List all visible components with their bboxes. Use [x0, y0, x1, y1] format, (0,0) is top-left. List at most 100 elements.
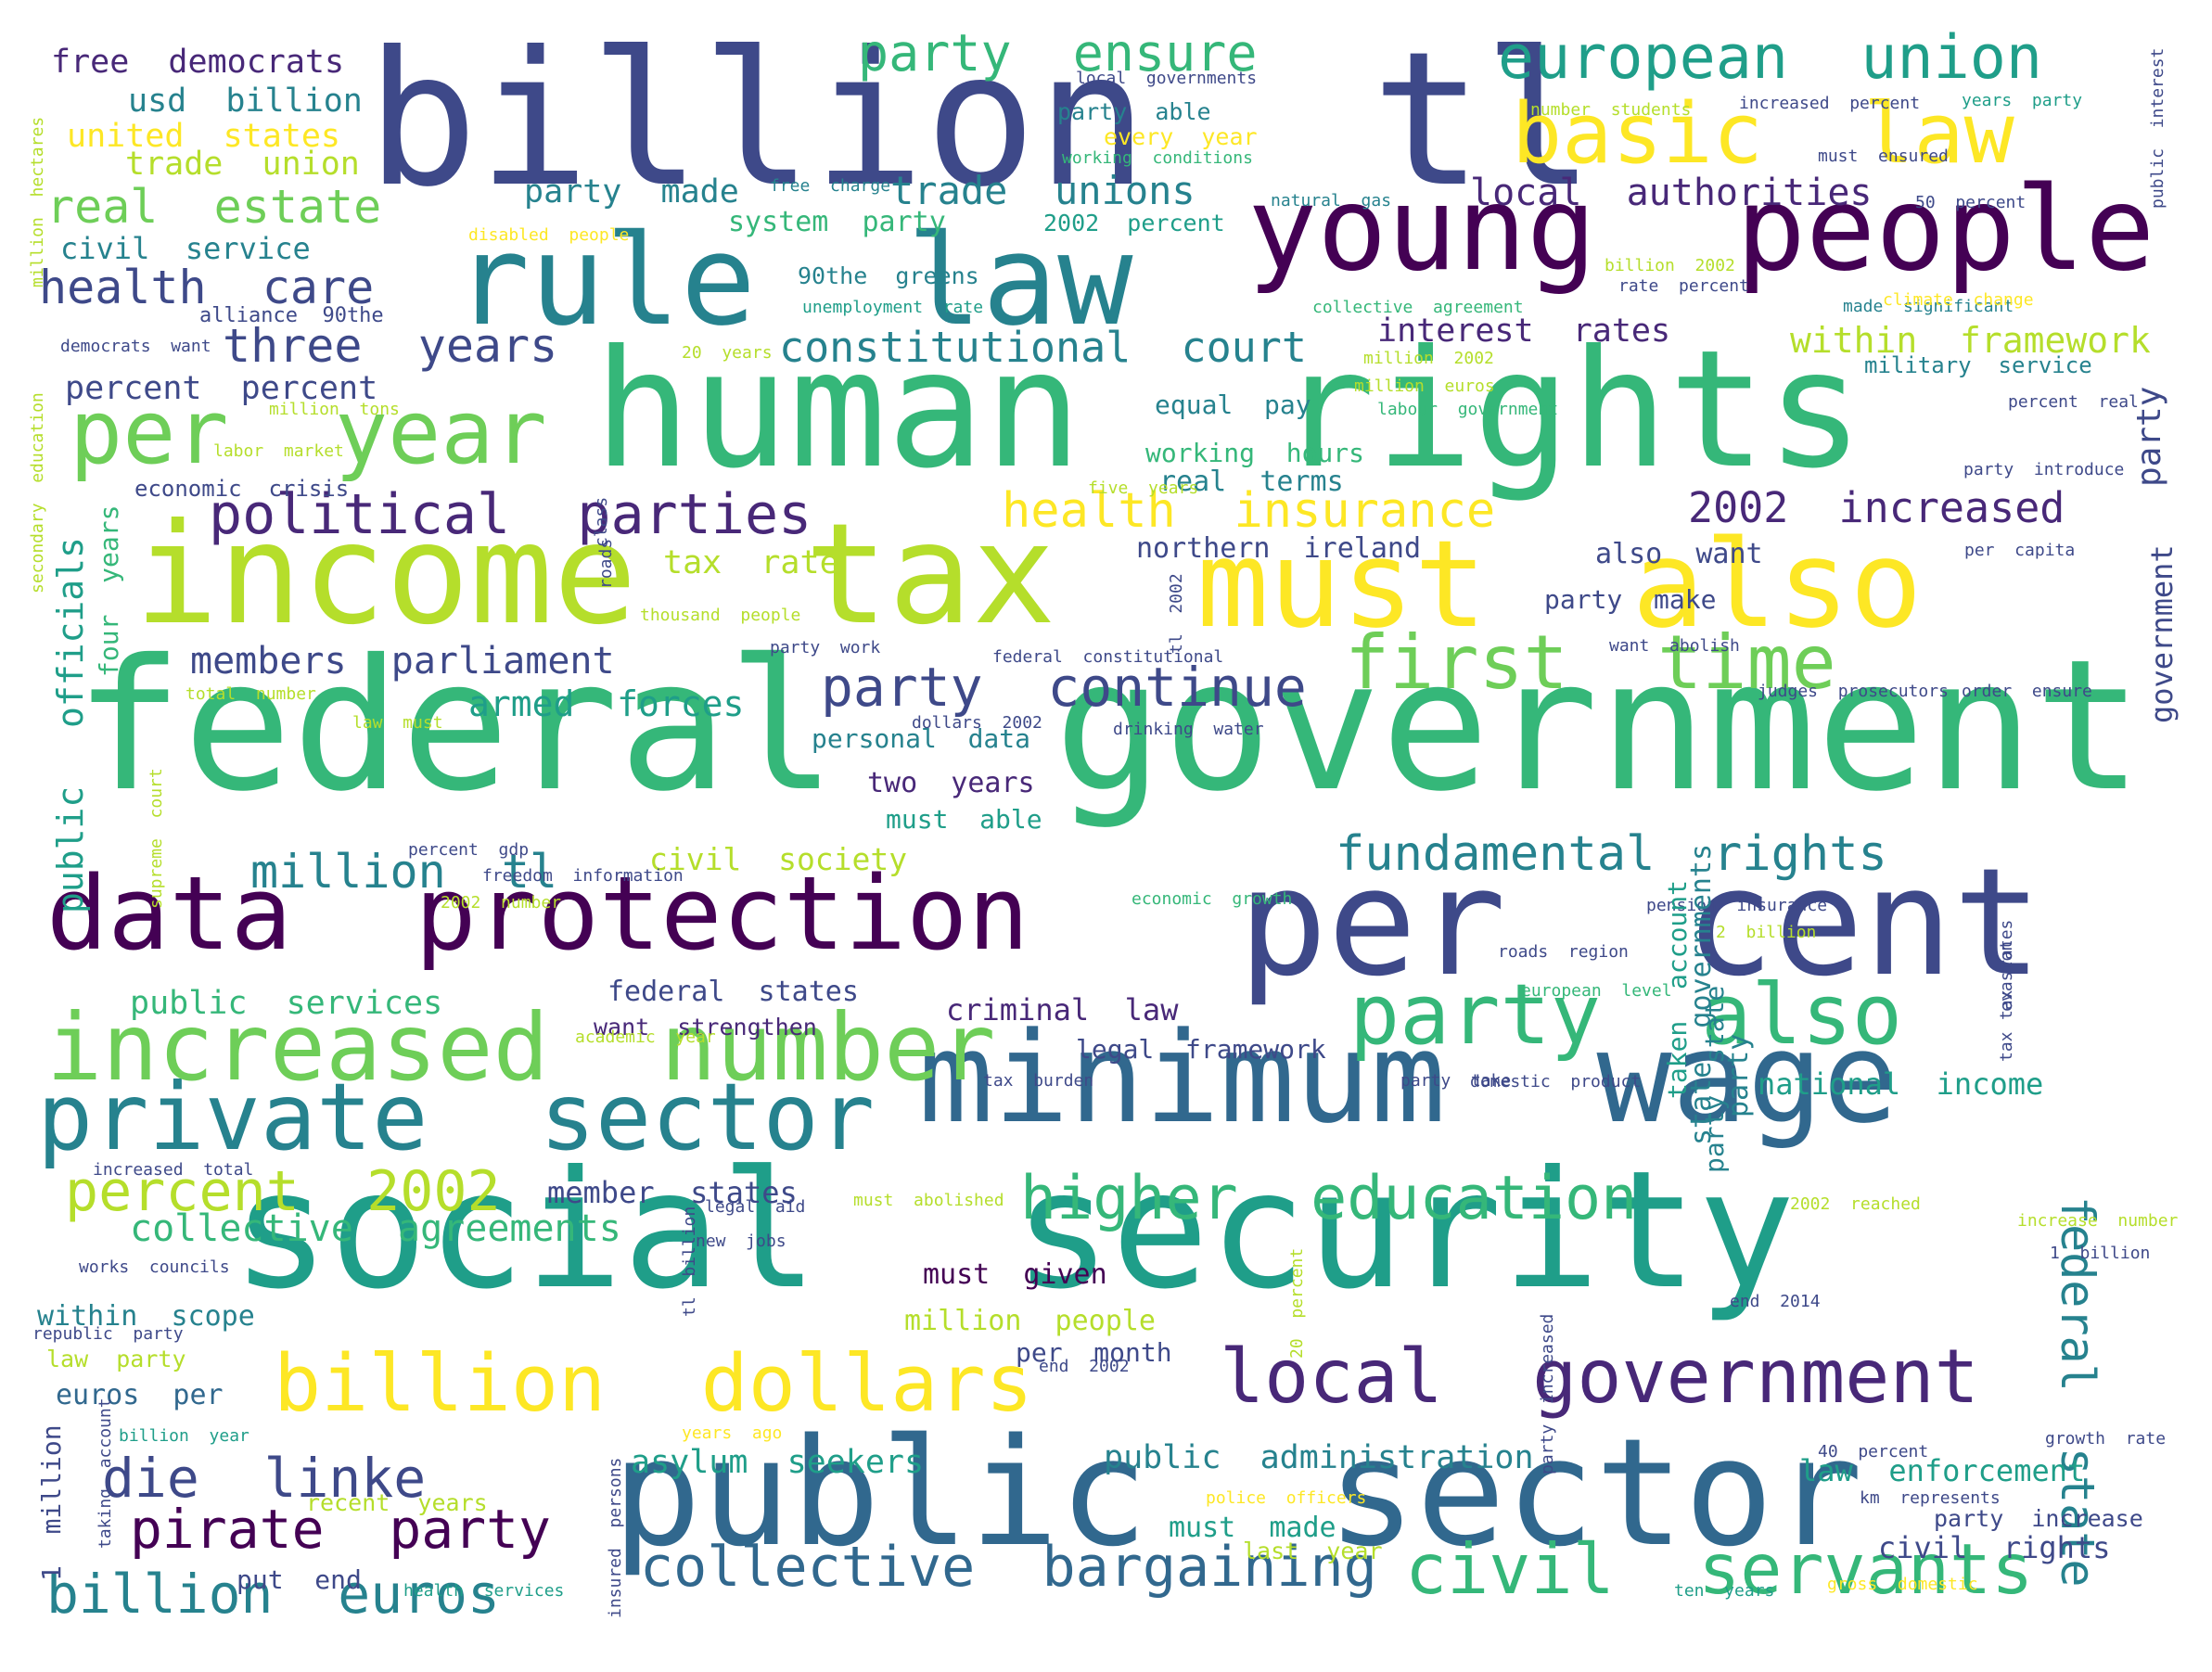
- word-public-administration: public administration: [1104, 1439, 1534, 1476]
- word-system-party: system party: [728, 206, 946, 238]
- word-civil-service: civil service: [60, 231, 311, 266]
- word-economic-growth: economic growth: [1132, 889, 1293, 909]
- word-unemployment-rate: unemployment rate: [802, 298, 984, 317]
- word-number-students: number students: [1530, 100, 1692, 120]
- word-federal-constitutional: federal constitutional: [992, 647, 1224, 667]
- word-local-government: local government: [1220, 1334, 1979, 1420]
- word-million-people: million people: [904, 1305, 1156, 1337]
- word-local-governments: local governments: [1076, 69, 1258, 88]
- word-90the-greens: 90the greens: [798, 262, 979, 289]
- word-two-years: two years: [867, 767, 1035, 799]
- word-dollars-2002: dollars 2002: [912, 713, 1042, 733]
- word-health-services: health services: [403, 1581, 565, 1601]
- word-income-tax: income tax: [134, 494, 1056, 656]
- word-50-percent: 50 percent: [1915, 193, 2027, 212]
- word-academic-year: academic year: [575, 1027, 716, 1047]
- word-increase-number: increase number: [2017, 1211, 2179, 1231]
- word-end-2002: end 2002: [1039, 1357, 1130, 1376]
- word-northern-ireland: northern ireland: [1136, 532, 1422, 565]
- word-per-year: per year: [70, 382, 547, 484]
- word-young-people: young people: [1247, 162, 2155, 297]
- word-climate-change: climate change: [1883, 290, 2034, 310]
- word-percent-percent: percent percent: [65, 370, 378, 407]
- word-roads-region: roads region: [1498, 942, 1629, 962]
- word-working-conditions: working conditions: [1062, 148, 1253, 168]
- word-party-ensure: party ensure: [858, 26, 1258, 83]
- word-police-officers: police officers: [1206, 1488, 1367, 1508]
- word-billion-2002: billion 2002: [1605, 256, 1735, 275]
- word-legal-framework: legal framework: [1076, 1034, 1326, 1065]
- word-2002-reached: 2002 reached: [1790, 1194, 1921, 1214]
- word-alliance-90the: alliance 90the: [199, 304, 384, 327]
- word-1-million: 1 million: [36, 1424, 67, 1581]
- word-civil-servants: civil servants: [1405, 1528, 2034, 1610]
- word-party-work: party work: [770, 638, 881, 657]
- word-military-service: military service: [1864, 352, 2092, 378]
- word-pension-insurance: pension insurance: [1646, 896, 1828, 915]
- word-end-2014: end 2014: [1730, 1292, 1821, 1311]
- word-20-years: 20 years: [682, 343, 773, 363]
- word-usd-billion: usd billion: [128, 83, 363, 120]
- word-collective-bargaining: collective bargaining: [640, 1535, 1377, 1600]
- word-2002-increased: 2002 increased: [1688, 483, 2065, 532]
- word-armed-forces: armed forces: [468, 683, 745, 724]
- word-european-union: european union: [1498, 26, 2042, 93]
- word-civil-rights: civil rights: [1878, 1530, 2111, 1565]
- word-fundamental-rights: fundamental rights: [1336, 826, 1887, 882]
- word-million-hectares: million hectares: [28, 116, 47, 287]
- word-drinking-water: drinking water: [1113, 720, 1264, 739]
- word-million-tons: million tons: [269, 400, 400, 419]
- word-labour-government: labour government: [1377, 400, 1559, 419]
- word-per-month: per month: [1016, 1337, 1172, 1368]
- word-billion-tl: billion tl: [366, 26, 1595, 228]
- word-first-time: first time: [1345, 619, 1836, 706]
- word-want-strengthen: want strengthen: [594, 1014, 817, 1040]
- word-freedom-information: freedom information: [482, 866, 684, 886]
- word-private-sector: private sector: [37, 1063, 876, 1171]
- word-united-states: united states: [67, 118, 341, 155]
- word-party-also: party also: [1349, 966, 1903, 1064]
- word-taking-account: taking account: [96, 1398, 115, 1549]
- word-public-interest: public interest: [2148, 47, 2167, 209]
- word-five-years: five years: [1088, 479, 1199, 498]
- word-law-enforcement: law enforcement: [1799, 1453, 2086, 1488]
- word-four-years: four years: [94, 504, 124, 677]
- word-health-insurance: health insurance: [1002, 483, 1496, 539]
- word-years-party: years party: [1962, 91, 2083, 110]
- word-constitutional-court: constitutional court: [779, 323, 1307, 372]
- word-must-abolished: must abolished: [853, 1191, 1004, 1210]
- word-party: party: [1722, 1033, 1755, 1117]
- word-percent-2002: percent 2002: [65, 1159, 501, 1224]
- word-million-tl: million tl: [250, 845, 558, 899]
- word-higher-education: higher education: [1020, 1164, 1638, 1233]
- word-tax-rate: tax rate: [663, 544, 839, 581]
- word-federal-states: federal states: [607, 976, 859, 1008]
- word-political-parties: political parties: [209, 482, 812, 547]
- word-personal-data: personal data: [812, 723, 1031, 754]
- word-billion-year: billion year: [119, 1426, 249, 1446]
- word-cloud: billion tl human rights federal government…: [26, 26, 2192, 1646]
- word-real-estate: real estate: [46, 180, 382, 234]
- word-disabled-people: disabled people: [468, 225, 630, 245]
- word-democrats-want: democrats want: [60, 337, 211, 356]
- word-public-services: public services: [130, 985, 443, 1022]
- word-20-percent: 20 percent: [1287, 1247, 1307, 1359]
- word-trade-union: trade union: [125, 146, 360, 183]
- word-million-euros: million euros: [1354, 377, 1495, 396]
- word-health-care: health care: [39, 261, 375, 314]
- word-order-ensure: order ensure: [1962, 682, 2092, 701]
- word-must-able: must able: [886, 804, 1042, 835]
- word-within-scope: within scope: [37, 1300, 255, 1333]
- word-recent-years: recent years: [306, 1489, 488, 1516]
- word-pirate-party: pirate party: [130, 1498, 551, 1561]
- word-every-year: every year: [1104, 123, 1258, 150]
- word-european-level: european level: [1521, 981, 1672, 1001]
- word-judges-prosecutors: judges prosecutors: [1758, 682, 1949, 701]
- word-members-parliament: members parliament: [190, 640, 615, 683]
- word-works-councils: works councils: [79, 1257, 230, 1277]
- word-also-want: also want: [1595, 538, 1763, 570]
- word-years-ago: years ago: [682, 1423, 783, 1443]
- word-party-increase: party increase: [1934, 1505, 2143, 1532]
- word-total-number: total number: [185, 684, 316, 704]
